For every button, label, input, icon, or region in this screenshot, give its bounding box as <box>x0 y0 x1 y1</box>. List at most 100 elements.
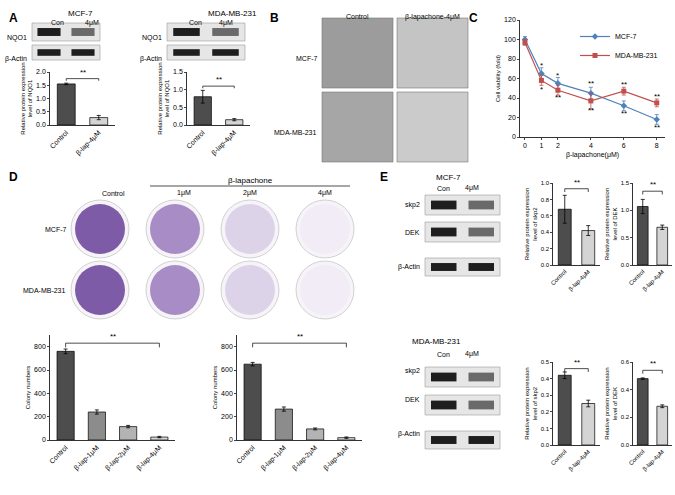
svg-text:0.2: 0.2 <box>541 246 550 252</box>
svg-text:Relative protein expressionlev: Relative protein expressionlevel of DEK <box>604 188 618 260</box>
svg-text:0.3: 0.3 <box>541 392 550 398</box>
svg-text:Con: Con <box>437 351 450 358</box>
svg-text:2: 2 <box>556 142 560 149</box>
svg-text:β-lap-4μM: β-lap-4μM <box>568 269 592 293</box>
svg-text:1.0: 1.0 <box>173 86 183 93</box>
svg-text:1.0: 1.0 <box>621 207 630 213</box>
svg-text:6: 6 <box>622 142 626 149</box>
svg-text:**: ** <box>621 109 627 118</box>
svg-text:**: ** <box>650 359 656 368</box>
svg-text:4μM: 4μM <box>465 184 479 192</box>
svg-text:Control: Control <box>48 444 69 465</box>
svg-text:MDA-MB-231: MDA-MB-231 <box>274 129 317 136</box>
svg-text:**: ** <box>588 79 594 88</box>
svg-text:Con: Con <box>51 19 64 26</box>
svg-text:β-lap-4μM: β-lap-4μM <box>210 129 238 157</box>
svg-text:Relative protein expressionlev: Relative protein expressionlevel of skp2 <box>524 188 538 260</box>
svg-text:E: E <box>380 170 388 184</box>
svg-text:MCF-7: MCF-7 <box>296 55 317 62</box>
svg-text:0.0: 0.0 <box>173 121 183 128</box>
svg-text:Control: Control <box>628 449 646 467</box>
svg-text:0.4: 0.4 <box>541 229 550 235</box>
svg-text:Control: Control <box>235 444 256 465</box>
svg-text:A: A <box>9 11 18 25</box>
svg-text:0.8: 0.8 <box>541 197 550 203</box>
svg-text:0: 0 <box>523 142 527 149</box>
svg-text:1.5: 1.5 <box>36 82 46 89</box>
svg-text:β-Actin: β-Actin <box>5 55 27 63</box>
svg-text:0: 0 <box>42 436 46 443</box>
svg-text:β-lap-4μM: β-lap-4μM <box>322 444 350 472</box>
svg-text:Control: Control <box>49 129 70 150</box>
svg-text:Relative protein expressionlev: Relative protein expressionlevel of NQO1 <box>20 62 34 134</box>
svg-text:β-lap-4μM: β-lap-4μM <box>135 444 163 472</box>
svg-text:β-lap-4μM: β-lap-4μM <box>642 269 666 293</box>
svg-text:**: ** <box>574 178 580 187</box>
svg-text:C: C <box>469 11 478 25</box>
svg-text:0.2: 0.2 <box>541 409 550 415</box>
svg-text:β-Actin: β-Actin <box>398 263 420 271</box>
svg-text:**: ** <box>654 123 660 132</box>
svg-text:MDA-MB-231: MDA-MB-231 <box>208 9 257 18</box>
svg-text:β-lap-1μM: β-lap-1μM <box>73 444 101 472</box>
svg-text:40: 40 <box>508 94 516 101</box>
svg-text:20: 20 <box>508 114 516 121</box>
svg-text:DEK: DEK <box>405 229 420 236</box>
svg-text:Relative protein expressionlev: Relative protein expressionlevel of NQO1 <box>157 62 171 134</box>
svg-text:200: 200 <box>34 413 46 420</box>
svg-text:4μM: 4μM <box>465 350 479 358</box>
svg-text:0.0: 0.0 <box>621 262 630 268</box>
svg-text:Control: Control <box>628 269 646 287</box>
svg-text:0: 0 <box>512 133 516 140</box>
svg-text:Con: Con <box>189 19 202 26</box>
svg-text:1: 1 <box>539 142 543 149</box>
svg-text:*: * <box>540 61 543 70</box>
svg-text:400: 400 <box>221 390 233 397</box>
svg-text:0.5: 0.5 <box>36 108 46 115</box>
svg-text:**: ** <box>297 332 303 341</box>
svg-text:β-lapachone: β-lapachone <box>228 176 273 185</box>
svg-text:100: 100 <box>504 36 516 43</box>
svg-text:**: ** <box>650 180 656 189</box>
svg-text:1.0: 1.0 <box>541 180 550 186</box>
svg-text:**: ** <box>216 75 222 84</box>
svg-text:120: 120 <box>504 16 516 23</box>
svg-text:NQO1: NQO1 <box>7 34 27 42</box>
svg-text:Con: Con <box>437 185 450 192</box>
svg-text:0: 0 <box>229 436 233 443</box>
svg-text:Relative protein expressionlev: Relative protein expressionlevel of skp2 <box>524 367 538 439</box>
svg-text:β-lap-1μM: β-lap-1μM <box>260 444 288 472</box>
svg-text:skp2: skp2 <box>405 367 420 375</box>
svg-text:MDA-MB-231: MDA-MB-231 <box>23 287 66 294</box>
svg-text:**: ** <box>555 93 561 102</box>
svg-text:0.5: 0.5 <box>621 235 630 241</box>
svg-text:0.0: 0.0 <box>621 442 630 448</box>
svg-text:80: 80 <box>508 55 516 62</box>
svg-text:4μM: 4μM <box>318 189 332 197</box>
svg-text:Colony numbers: Colony numbers <box>212 366 218 410</box>
svg-text:0.0: 0.0 <box>541 442 550 448</box>
svg-text:**: ** <box>80 68 86 77</box>
svg-text:4μM: 4μM <box>85 19 99 27</box>
svg-text:β-lap-2μM: β-lap-2μM <box>104 444 132 472</box>
svg-text:MCF-7: MCF-7 <box>615 33 636 40</box>
svg-text:1.0: 1.0 <box>36 95 46 102</box>
svg-text:Cell viability (fold): Cell viability (fold) <box>495 55 501 102</box>
svg-text:β-lap-4μM: β-lap-4μM <box>642 449 666 473</box>
svg-text:Control: Control <box>346 13 369 20</box>
svg-text:DEK: DEK <box>405 396 420 403</box>
svg-text:Control: Control <box>102 190 125 197</box>
svg-text:β-lapachone(μM): β-lapachone(μM) <box>566 151 619 159</box>
svg-text:MDA-MB-231: MDA-MB-231 <box>615 52 658 59</box>
svg-text:400: 400 <box>34 390 46 397</box>
svg-text:0.5: 0.5 <box>541 359 550 365</box>
svg-text:Relative protein expressionlev: Relative protein expressionlevel of DEK <box>604 367 618 439</box>
svg-text:0.5: 0.5 <box>173 104 183 111</box>
svg-text:MCF-7: MCF-7 <box>68 9 93 18</box>
svg-text:0.4: 0.4 <box>621 387 630 393</box>
svg-text:β-lap-4μM: β-lap-4μM <box>74 129 102 157</box>
svg-text:800: 800 <box>221 343 233 350</box>
svg-text:800: 800 <box>34 343 46 350</box>
svg-text:600: 600 <box>221 366 233 373</box>
svg-text:0.6: 0.6 <box>541 213 550 219</box>
